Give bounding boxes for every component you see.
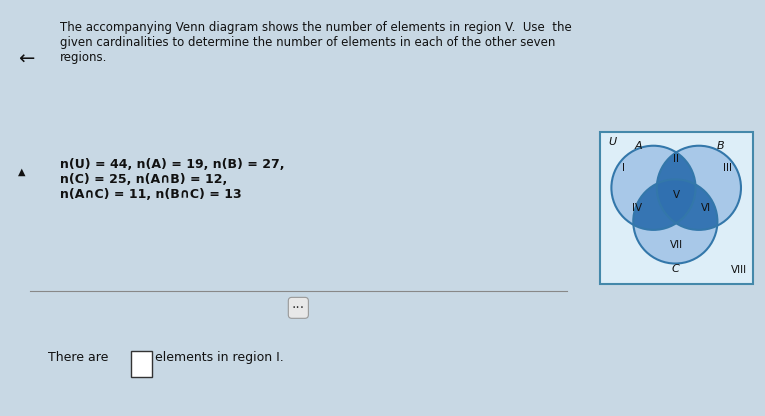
Text: ←: ←	[18, 50, 34, 69]
Text: II: II	[673, 154, 679, 164]
Text: IV: IV	[632, 203, 642, 213]
Text: B: B	[717, 141, 724, 151]
Circle shape	[633, 179, 718, 264]
Circle shape	[611, 146, 695, 230]
Circle shape	[611, 146, 695, 230]
Circle shape	[657, 146, 741, 230]
Text: The accompanying Venn diagram shows the number of elements in region V.  Use  th: The accompanying Venn diagram shows the …	[60, 21, 571, 64]
Text: n(U) = 44, n(A) = 19, n(B) = 27,
n(C) = 25, n(A∩B) = 12,
n(A∩C) = 11, n(B∩C) = 1: n(U) = 44, n(A) = 19, n(B) = 27, n(C) = …	[60, 158, 284, 201]
Text: There are: There are	[47, 351, 108, 364]
Text: III: III	[723, 163, 732, 173]
Text: U: U	[608, 137, 616, 147]
FancyBboxPatch shape	[132, 351, 151, 377]
Text: I: I	[622, 163, 625, 173]
Circle shape	[657, 146, 741, 230]
Circle shape	[611, 146, 695, 230]
Text: C: C	[672, 264, 679, 274]
Text: VII: VII	[669, 240, 682, 250]
Circle shape	[657, 146, 741, 230]
Text: A: A	[634, 141, 642, 151]
Text: ···: ···	[291, 301, 305, 315]
Text: V: V	[672, 190, 680, 200]
Text: ▲: ▲	[18, 166, 25, 176]
Circle shape	[633, 179, 718, 264]
Text: VIII: VIII	[731, 265, 747, 275]
Circle shape	[611, 146, 695, 230]
Text: VI: VI	[701, 203, 711, 213]
Circle shape	[633, 179, 718, 264]
Circle shape	[657, 146, 741, 230]
Circle shape	[611, 146, 695, 230]
FancyBboxPatch shape	[600, 132, 753, 284]
Text: elements in region I.: elements in region I.	[155, 351, 284, 364]
